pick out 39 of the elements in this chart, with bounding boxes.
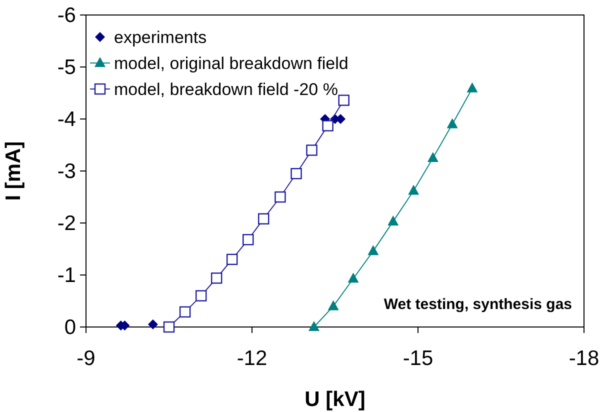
y-tick-label: -1 xyxy=(57,264,76,287)
x-axis-title: U [kV] xyxy=(304,388,366,411)
point xyxy=(427,152,438,162)
point xyxy=(466,82,478,92)
x-tick-label: -15 xyxy=(402,347,434,370)
point xyxy=(446,118,458,128)
y-tick-label: 0 xyxy=(64,316,76,339)
point xyxy=(328,300,339,310)
point xyxy=(388,215,399,226)
legend-label: experiments xyxy=(114,28,207,47)
y-tick-label: -6 xyxy=(57,4,76,27)
point xyxy=(226,254,238,265)
point xyxy=(242,234,254,246)
x-tick-label: -12 xyxy=(236,347,268,370)
point xyxy=(308,321,320,331)
point xyxy=(258,213,270,224)
y-tick-label: -3 xyxy=(57,160,76,183)
point xyxy=(195,290,207,302)
point xyxy=(290,168,302,180)
legend-label: model, breakdown field -20 % xyxy=(114,80,338,99)
point xyxy=(338,94,350,106)
x-tick-label: -18 xyxy=(568,347,600,370)
point xyxy=(274,191,286,203)
point xyxy=(148,319,158,330)
point xyxy=(408,184,420,195)
point xyxy=(210,272,222,284)
legend-label: model, original breakdown field xyxy=(114,54,348,73)
y-tick-label: -5 xyxy=(57,56,76,79)
point xyxy=(163,321,175,333)
point xyxy=(368,245,379,256)
point xyxy=(348,272,359,283)
annotation: Wet testing, synthesis gas xyxy=(384,296,572,313)
point xyxy=(179,306,191,318)
y-tick-label: -2 xyxy=(57,212,76,235)
y-tick-label: -4 xyxy=(57,108,76,131)
x-tick-label: -9 xyxy=(76,347,96,370)
y-axis-title: I [mA] xyxy=(2,141,25,201)
point xyxy=(322,120,334,132)
point xyxy=(306,144,318,156)
